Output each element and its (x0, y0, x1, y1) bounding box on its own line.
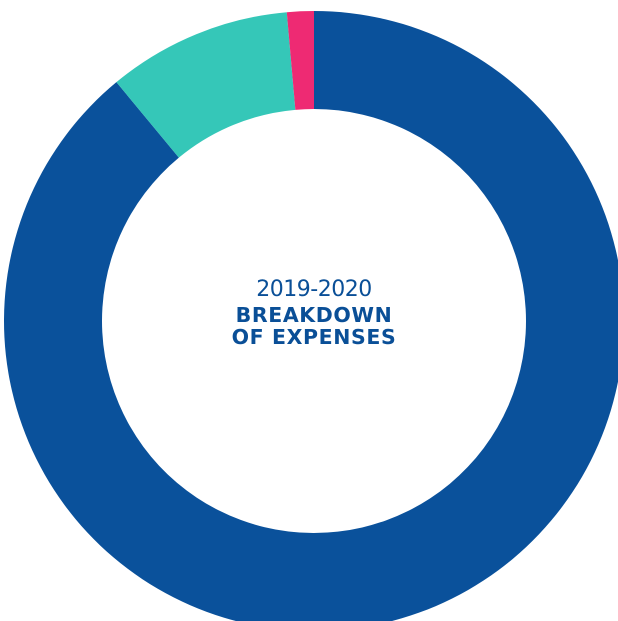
donut-slice-1 (4, 11, 618, 621)
donut-slice-3 (286, 11, 314, 110)
chart-title-line-2: OF EXPENSES (231, 325, 397, 349)
chart-period-label: 2019-2020 (256, 277, 372, 302)
donut-slices (4, 11, 618, 621)
chart-title-line-1: BREAKDOWN (235, 303, 393, 327)
chart-center-label: 2019-2020 BREAKDOWN OF EXPENSES (209, 277, 419, 349)
donut-slice-2 (116, 12, 296, 158)
